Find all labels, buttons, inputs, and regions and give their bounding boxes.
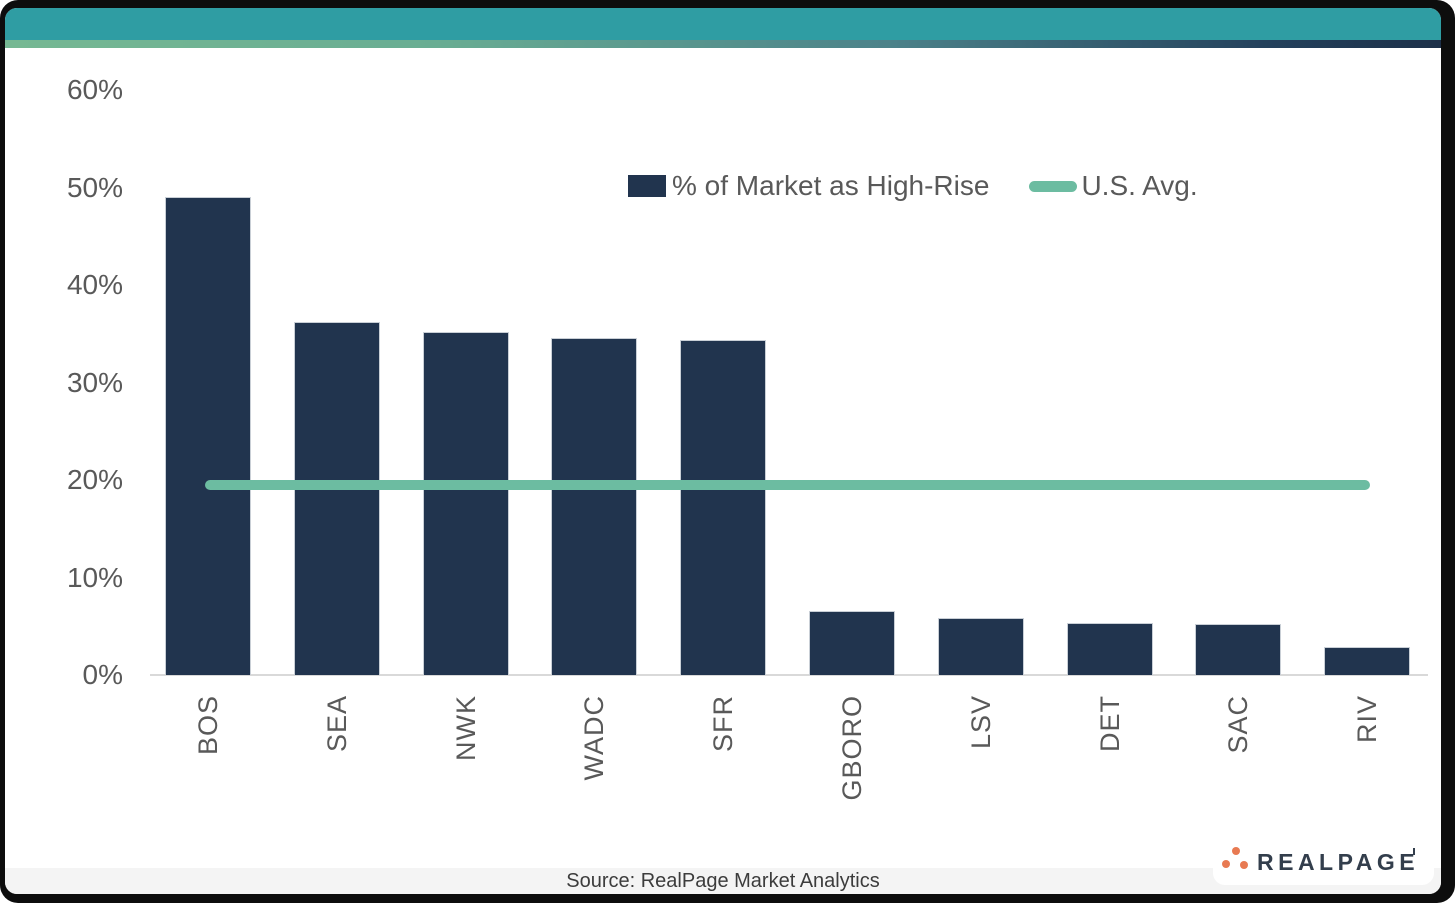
bar-sfr — [680, 339, 767, 675]
logo-trademark-mark — [1413, 848, 1415, 855]
source-strip: Source: RealPage Market Analytics — [5, 868, 1441, 894]
us-avg-line — [205, 479, 1370, 490]
y-axis-tick-label: 10% — [66, 561, 123, 593]
header-accent-bar — [5, 8, 1441, 40]
x-axis-label-sac: SAC — [1223, 695, 1254, 754]
x-axis-label-det: DET — [1094, 695, 1125, 752]
realpage-logo: REALPAGE — [1213, 835, 1434, 885]
bar-chart: % of Market as High-Rise U.S. Avg. 60% 50… — [5, 8, 1441, 894]
bar-sac — [1195, 624, 1282, 675]
x-axis-label-gboro: GBORO — [837, 695, 867, 801]
bar-lsv — [937, 618, 1024, 675]
y-axis-tick-label: 30% — [66, 366, 123, 398]
legend-bar-swatch — [628, 175, 666, 197]
x-axis-label-nwk: NWK — [450, 695, 481, 761]
bar-bos — [165, 197, 251, 675]
logo-dot-icon — [1222, 860, 1230, 868]
legend-line-swatch — [1029, 180, 1078, 192]
chart-card: % of Market as High-Rise U.S. Avg. 60% 50… — [5, 8, 1441, 894]
legend-series-label: % of Market as High-Rise — [672, 170, 990, 201]
bar-sea — [293, 322, 380, 675]
y-axis-tick-label: 60% — [66, 74, 123, 105]
x-axis-label-wadc: WADC — [579, 695, 610, 781]
y-axis-tick-label: 20% — [66, 464, 123, 495]
bar-riv — [1324, 646, 1411, 675]
bar-nwk — [422, 331, 509, 675]
y-axis-tick-label: 50% — [66, 171, 123, 203]
x-axis-label-bos: BOS — [193, 695, 223, 756]
logo-dot-icon — [1232, 847, 1240, 855]
x-axis-line — [150, 674, 1428, 676]
logo-wordmark: REALPAGE — [1257, 849, 1420, 875]
bar-det — [1066, 623, 1153, 675]
chart-legend: % of Market as High-Rise U.S. Avg. — [628, 170, 1198, 202]
bar-wadc — [551, 337, 638, 675]
x-axis-label-lsv: LSV — [965, 695, 996, 750]
y-axis-tick-label: 0% — [82, 659, 123, 690]
logo-dot-icon — [1240, 861, 1248, 869]
header-gradient-strip — [5, 40, 1441, 48]
x-axis-label-sea: SEA — [321, 695, 352, 753]
source-text: Source: RealPage Market Analytics — [566, 869, 880, 892]
bar-gboro — [809, 610, 895, 675]
x-axis-label-sfr: SFR — [708, 695, 739, 752]
legend-avg-label: U.S. Avg. — [1081, 170, 1198, 201]
y-axis-tick-label: 40% — [66, 269, 123, 300]
x-axis-label-riv: RIV — [1352, 695, 1383, 744]
